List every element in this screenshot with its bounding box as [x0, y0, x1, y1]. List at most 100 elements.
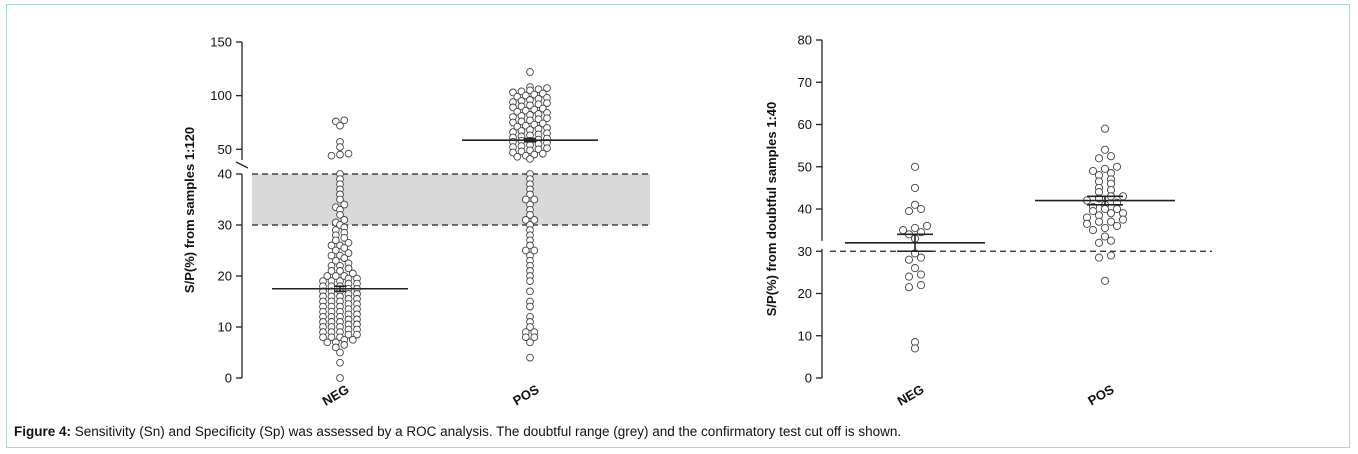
right-data-point-pos — [1100, 124, 1110, 133]
left-data-point-neg — [344, 330, 353, 339]
left-y-tick-label: 10 — [218, 320, 232, 335]
right-data-point-pos — [1106, 251, 1116, 260]
right-data-point-neg — [904, 283, 914, 292]
left-data-point-neg — [336, 121, 344, 130]
left-y-tick-label: 0 — [225, 371, 232, 386]
left-y-tick-label: 20 — [218, 269, 232, 284]
right-data-point-pos — [1088, 166, 1098, 176]
left-data-point-neg — [319, 333, 327, 342]
right-data-point-pos — [1094, 253, 1104, 262]
left-data-point-neg — [327, 251, 336, 260]
left-data-point-pos — [526, 68, 534, 76]
left-data-point-neg — [344, 149, 353, 158]
right-data-point-neg — [916, 253, 926, 262]
left-data-point-neg — [340, 216, 349, 224]
right-data-point-neg — [916, 281, 926, 290]
right-data-point-pos — [1100, 232, 1110, 241]
left-data-point-pos — [526, 287, 534, 296]
right-data-point-neg — [916, 204, 926, 214]
left-x-category-label: POS — [510, 381, 542, 408]
left-axis-break-mark — [235, 161, 249, 169]
right-data-point-pos — [1106, 217, 1116, 226]
left-data-point-pos — [530, 195, 539, 204]
right-data-point-pos — [1106, 152, 1116, 161]
right-y-tick-label: 80 — [798, 33, 812, 48]
left-data-point-pos — [521, 246, 530, 255]
right-x-category-label: NEG — [895, 382, 927, 409]
right-data-point-neg — [910, 264, 920, 273]
left-data-point-neg — [336, 358, 344, 367]
left-data-point-pos — [526, 338, 534, 347]
right-y-tick-label: 10 — [798, 328, 812, 343]
right-data-point-pos — [1088, 207, 1098, 216]
left-data-point-neg — [336, 150, 344, 159]
left-data-point-pos — [543, 84, 551, 92]
left-data-point-neg — [344, 264, 353, 273]
right-data-point-neg — [916, 270, 926, 279]
left-data-point-neg — [327, 267, 336, 275]
left-data-point-pos — [530, 216, 539, 224]
left-data-point-neg — [331, 256, 340, 265]
left-data-point-neg — [340, 244, 349, 252]
right-y-tick-label: 40 — [798, 202, 812, 217]
right-data-point-pos — [1094, 238, 1104, 247]
right-data-point-neg — [922, 221, 932, 230]
left-data-point-neg — [331, 272, 340, 280]
right-data-point-pos — [1106, 209, 1116, 218]
left-data-point-neg — [340, 233, 349, 242]
right-y-tick-label: 50 — [798, 159, 812, 174]
right-data-point-pos — [1118, 215, 1128, 224]
left-data-point-pos — [521, 333, 530, 342]
right-data-point-pos — [1100, 223, 1110, 233]
right-y-tick-label: 60 — [798, 117, 812, 132]
left-data-point-neg — [344, 249, 353, 257]
right-data-point-neg — [904, 207, 914, 216]
right-data-point-pos — [1100, 164, 1110, 173]
left-data-point-pos — [526, 210, 534, 219]
right-y-axis-label: S/P(%) from doubtful samples 1:40 — [764, 102, 779, 317]
right-data-point-pos — [1094, 154, 1104, 163]
caption-label: Figure 4: — [14, 424, 72, 439]
left-data-point-pos — [530, 246, 539, 255]
left-data-point-pos — [530, 333, 539, 342]
right-y-tick-label: 70 — [798, 75, 812, 90]
right-data-point-pos — [1082, 219, 1092, 228]
left-data-point-neg — [336, 348, 344, 357]
left-data-point-neg — [331, 343, 340, 352]
left-data-point-neg — [336, 143, 344, 151]
left-y-tick-label: 30 — [218, 218, 232, 233]
left-data-point-neg — [331, 236, 340, 245]
left-data-point-neg — [340, 116, 349, 125]
right-data-point-pos — [1112, 162, 1122, 171]
left-data-point-neg — [344, 238, 353, 247]
right-data-point-neg — [910, 183, 920, 192]
left-y-tick-label: 100 — [210, 88, 232, 103]
left-data-point-pos — [526, 190, 534, 199]
right-y-tick-label: 20 — [798, 286, 812, 301]
left-data-point-neg — [353, 330, 361, 339]
left-data-point-pos — [526, 277, 534, 285]
left-data-point-neg — [340, 341, 349, 349]
left-data-point-pos — [526, 353, 534, 362]
right-data-point-pos — [1112, 221, 1122, 230]
left-data-point-neg — [336, 195, 344, 204]
right-data-point-pos — [1094, 217, 1104, 226]
figure-frame — [6, 4, 1350, 448]
left-y-tick-label: 150 — [210, 35, 232, 50]
left-x-category-label: NEG — [320, 382, 352, 409]
left-data-point-neg — [348, 269, 357, 278]
right-data-point-neg — [904, 255, 914, 264]
left-data-point-pos — [513, 152, 522, 161]
left-data-point-pos — [526, 155, 534, 163]
left-data-point-neg — [348, 335, 357, 344]
right-data-point-neg — [910, 344, 920, 353]
right-data-point-pos — [1100, 276, 1110, 285]
left-data-point-neg — [327, 241, 336, 250]
left-data-point-neg — [336, 267, 344, 275]
left-data-point-neg — [336, 374, 344, 382]
right-data-point-neg — [910, 223, 920, 233]
left-data-point-neg — [340, 254, 349, 262]
left-data-point-neg — [327, 151, 336, 160]
right-data-point-pos — [1106, 236, 1116, 245]
left-data-point-pos — [526, 241, 534, 250]
